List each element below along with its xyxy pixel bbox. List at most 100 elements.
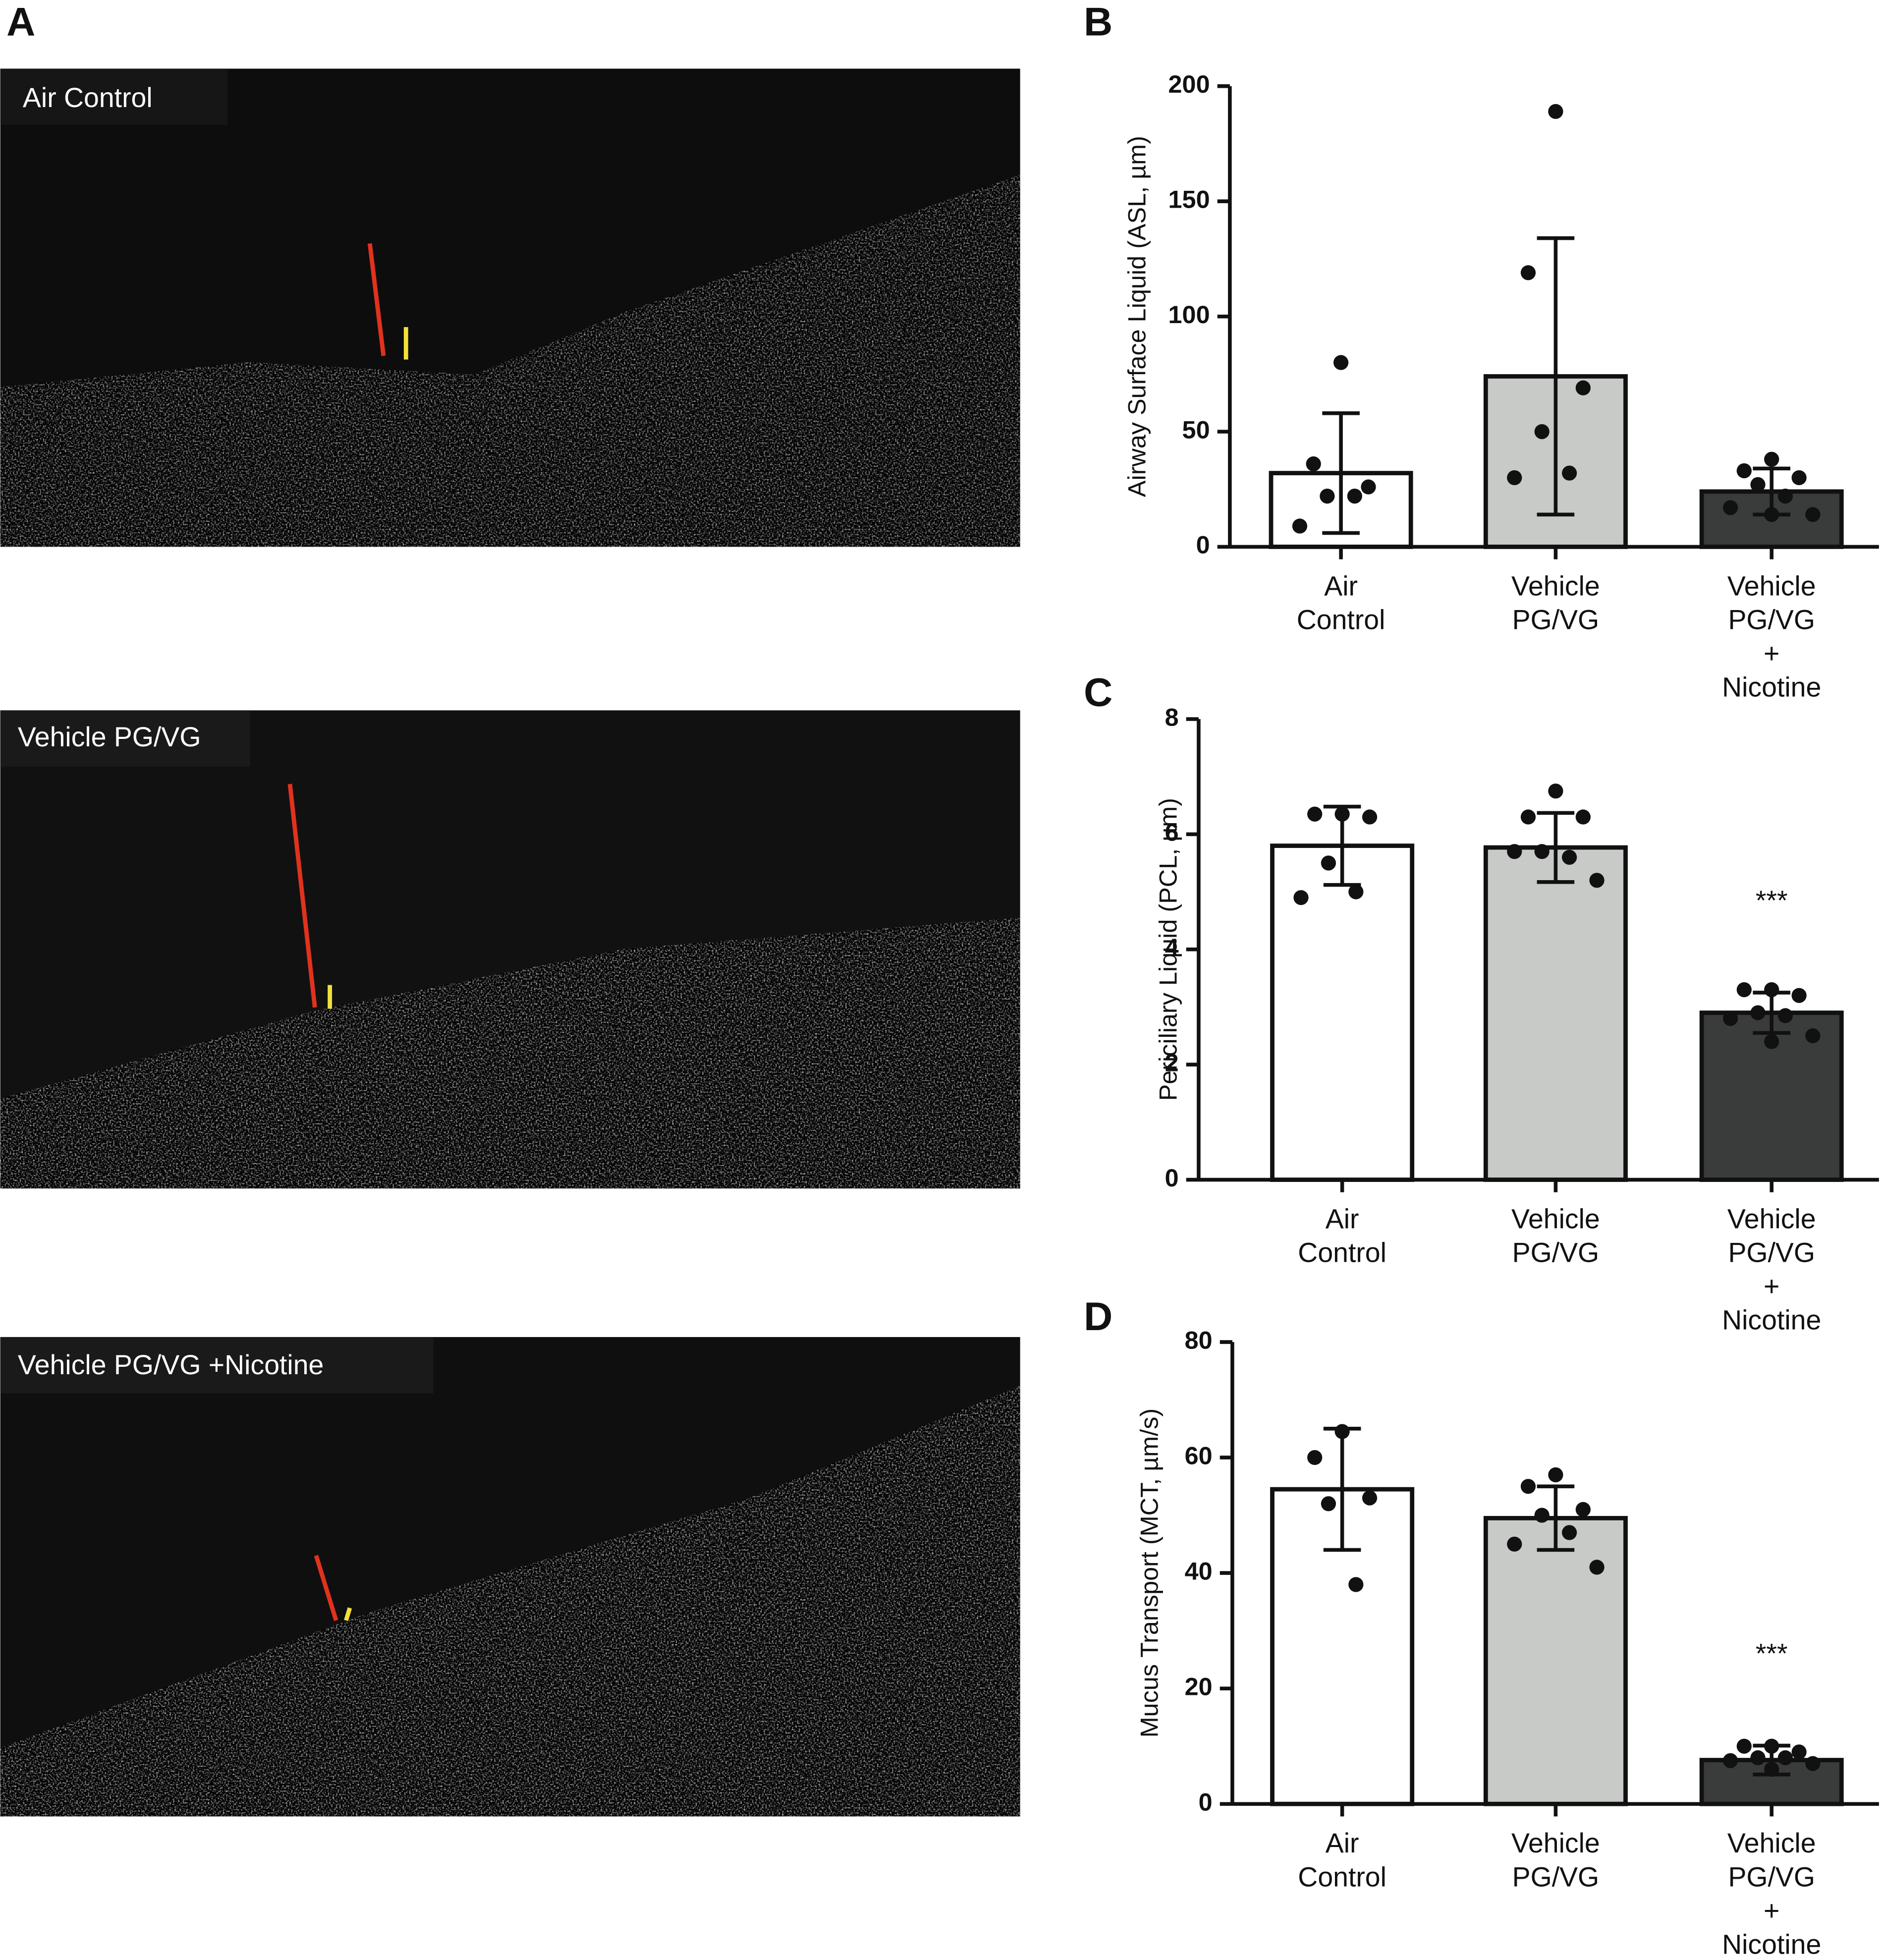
asl-marker <box>287 784 317 1008</box>
data-point <box>1362 1490 1378 1506</box>
bar <box>1483 845 1628 1182</box>
data-point <box>1764 1762 1779 1777</box>
data-point <box>1320 489 1335 504</box>
data-point <box>1321 1496 1336 1512</box>
pcl-marker <box>344 1607 352 1622</box>
data-point <box>1764 1034 1779 1049</box>
y-axis-label: Airway Surface Liquid (ASL, µm) <box>1122 136 1151 497</box>
y-tick-label: 100 <box>1168 300 1210 329</box>
data-point <box>1764 982 1779 998</box>
image-label: Air Control <box>23 82 153 113</box>
data-point <box>1736 1738 1752 1754</box>
data-point <box>1777 1008 1793 1023</box>
data-point <box>1805 1028 1821 1044</box>
data-point <box>1561 849 1577 865</box>
panel-label: B <box>1084 0 1112 45</box>
data-point <box>1548 1467 1563 1483</box>
y-axis-label: Periciliary Liquid (PCL, µm) <box>1154 798 1182 1101</box>
y-tick-label: 0 <box>1196 531 1210 559</box>
image-label: Vehicle PG/VG +Nicotine <box>18 1349 324 1380</box>
annotation: *** <box>1756 885 1788 916</box>
data-point <box>1750 477 1766 492</box>
y-tick-label: 4 <box>1165 933 1179 961</box>
data-point <box>1777 1750 1793 1766</box>
data-point <box>1307 806 1323 822</box>
data-point <box>1507 470 1522 486</box>
label-box <box>0 1337 434 1394</box>
y-tick-label: 200 <box>1168 70 1210 98</box>
x-tick-label: Air Control <box>1297 570 1385 635</box>
data-point <box>1534 424 1550 440</box>
data-point <box>1348 1577 1364 1592</box>
data-point <box>1321 855 1336 871</box>
data-point <box>1307 1450 1323 1465</box>
y-tick-label: 20 <box>1185 1672 1213 1700</box>
data-point <box>1306 456 1321 472</box>
data-point <box>1791 470 1807 486</box>
annotation: *** <box>1756 1638 1788 1669</box>
data-point <box>1561 465 1577 481</box>
data-point <box>1520 809 1536 825</box>
bar <box>1270 843 1415 1182</box>
x-tick-label: Air Control <box>1298 1203 1386 1268</box>
x-tick-label: Vehicle PG/VG + Nicotine <box>1722 570 1821 702</box>
bar <box>1483 1515 1628 1806</box>
data-point <box>1334 806 1350 822</box>
y-tick-label: 60 <box>1185 1441 1213 1469</box>
data-point <box>1361 479 1376 495</box>
data-point <box>1348 884 1364 899</box>
x-tick-label: Vehicle PG/VG + Nicotine <box>1722 1828 1821 1960</box>
data-point <box>1507 844 1522 859</box>
x-tick-label: Vehicle PG/VG <box>1511 1828 1600 1892</box>
ultrasound-images: Air Control Vehicle PG/VG Vehicle PG/VG … <box>0 68 1020 1817</box>
y-axis-label: Mucus Transport (MCT, µm/s) <box>1135 1408 1163 1737</box>
data-point <box>1764 507 1779 522</box>
data-point <box>1589 1560 1605 1575</box>
data-point <box>1534 844 1550 859</box>
y-tick-label: 0 <box>1199 1788 1213 1816</box>
data-point <box>1589 873 1605 888</box>
y-tick-label: 0 <box>1165 1164 1179 1192</box>
label-box <box>0 68 228 125</box>
data-point <box>1347 489 1362 504</box>
data-point <box>1575 380 1591 395</box>
data-point <box>1736 982 1752 998</box>
data-point <box>1534 1508 1550 1523</box>
data-point <box>1764 451 1779 467</box>
data-point <box>1362 809 1378 825</box>
data-point <box>1548 784 1563 799</box>
data-point <box>1548 104 1563 119</box>
data-point <box>1722 500 1738 515</box>
data-point <box>1736 463 1752 479</box>
data-point <box>1520 265 1536 280</box>
data-point <box>1334 1424 1350 1439</box>
label-box <box>0 710 250 767</box>
y-tick-label: 150 <box>1168 185 1210 214</box>
data-point <box>1791 1744 1807 1760</box>
data-point <box>1764 1738 1779 1754</box>
y-tick-label: 8 <box>1165 703 1179 731</box>
y-tick-label: 2 <box>1165 1048 1179 1076</box>
data-point <box>1520 1479 1536 1494</box>
data-point <box>1791 988 1807 1003</box>
data-point <box>1292 518 1308 534</box>
x-tick-label: Vehicle PG/VG <box>1511 570 1600 635</box>
x-tick-label: Vehicle PG/VG + Nicotine <box>1722 1203 1821 1335</box>
y-tick-label: 50 <box>1182 415 1210 444</box>
data-point <box>1805 1756 1821 1771</box>
x-tick-label: Vehicle PG/VG <box>1511 1203 1600 1268</box>
x-tick-label: Air Control <box>1298 1828 1386 1892</box>
data-point <box>1750 1005 1766 1020</box>
panel-label: C <box>1084 670 1112 715</box>
data-point <box>1575 1502 1591 1517</box>
data-point <box>1507 1536 1522 1552</box>
y-tick-label: 80 <box>1185 1326 1213 1354</box>
data-point <box>1750 1750 1766 1766</box>
data-point <box>1722 1753 1738 1768</box>
image-label: Vehicle PG/VG <box>18 722 201 752</box>
data-point <box>1575 809 1591 825</box>
panel-label: D <box>1084 1294 1112 1339</box>
data-point <box>1561 1525 1577 1540</box>
y-tick-label: 40 <box>1185 1557 1213 1585</box>
